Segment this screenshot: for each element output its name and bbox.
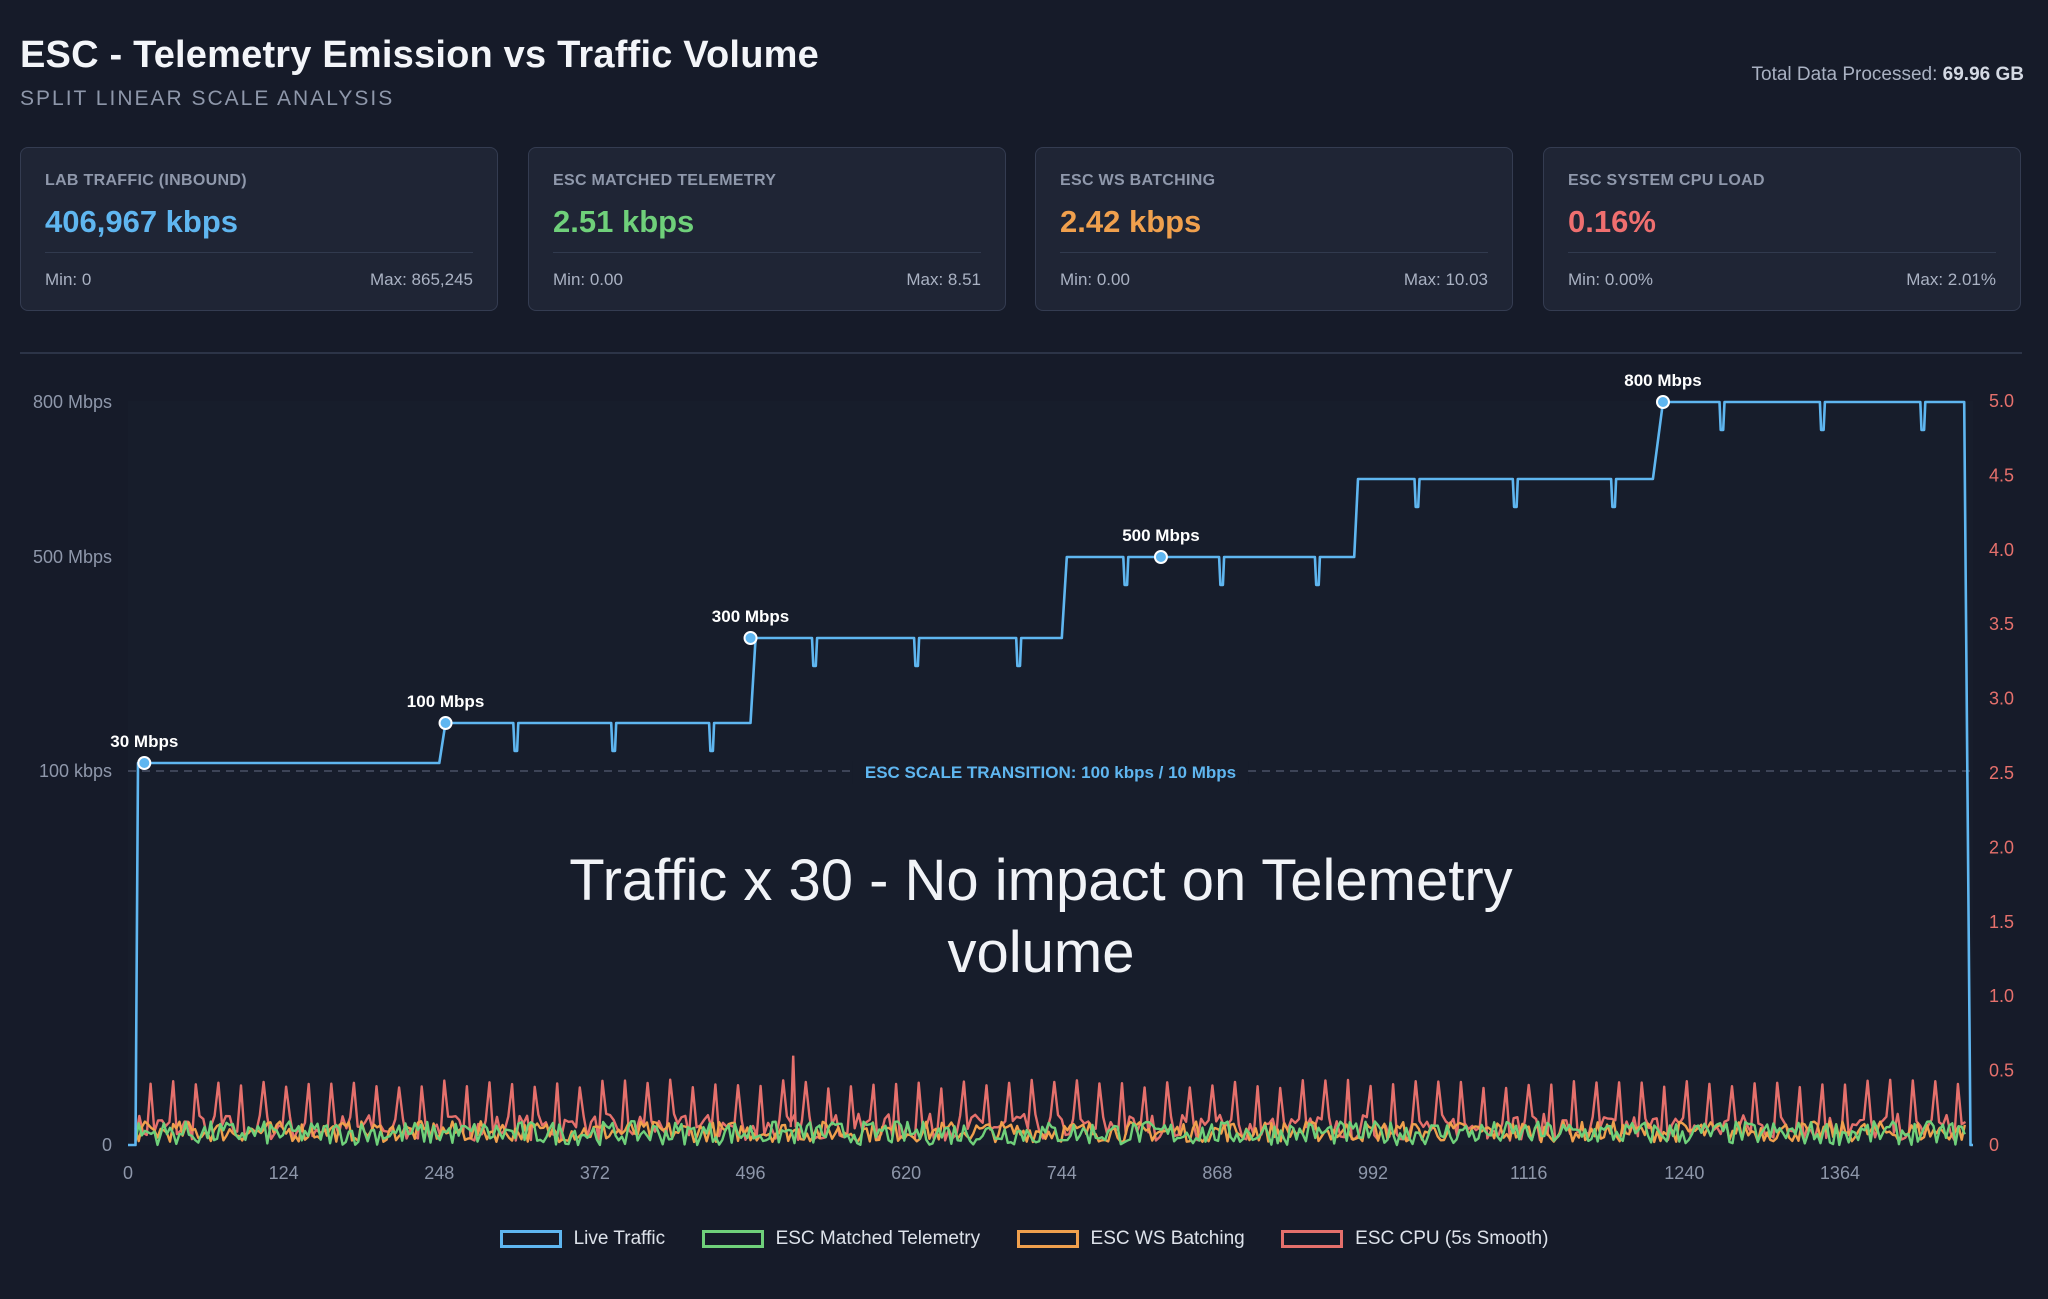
x-tick-label: 372	[580, 1163, 610, 1183]
card-value: 406,967 kbps	[45, 204, 239, 239]
page-subtitle: SPLIT LINEAR SCALE ANALYSIS	[20, 87, 395, 110]
annotation-label: 100 Mbps	[407, 692, 484, 711]
legend-label: ESC CPU (5s Smooth)	[1355, 1228, 1549, 1249]
legend-label: ESC Matched Telemetry	[775, 1228, 981, 1249]
card-value: 0.16%	[1568, 204, 1656, 239]
y-right-tick-label: 4.5	[1989, 465, 2014, 485]
x-tick-label: 0	[123, 1163, 133, 1183]
y-right-tick-label: 1.5	[1989, 912, 2014, 932]
x-tick-label: 1364	[1820, 1163, 1860, 1183]
annotation-marker	[1153, 550, 1168, 564]
y-right-tick-label: 3.5	[1989, 614, 2014, 634]
overlay-text-line: Traffic x 30 - No impact on Telemetry	[569, 848, 1512, 913]
series-esc-cpu-spike	[789, 1055, 797, 1128]
x-tick-label: 124	[269, 1163, 299, 1183]
annotation-label: 500 Mbps	[1122, 526, 1199, 545]
legend-item-esc-cpu[interactable]: ESC CPU (5s Smooth)	[1281, 1228, 1548, 1250]
y-right-tick-label: 0	[1989, 1135, 1999, 1155]
card-min: Min: 0.00	[553, 270, 623, 289]
card-esc-system-cpu: ESC SYSTEM CPU LOAD 0.16% Min: 0.00% Max…	[1543, 147, 2021, 311]
legend-label: ESC WS Batching	[1090, 1228, 1245, 1249]
x-tick-label: 1240	[1664, 1163, 1704, 1183]
annotation-marker	[1655, 395, 1670, 409]
card-divider	[45, 252, 473, 253]
legend-swatch	[499, 1230, 562, 1248]
legend-swatch	[1016, 1230, 1079, 1248]
card-divider	[1568, 252, 1996, 253]
card-max: Max: 8.51	[906, 270, 981, 289]
annotation-label: 800 Mbps	[1624, 371, 1701, 390]
y-right-tick-label: 2.0	[1989, 837, 2014, 857]
card-divider	[553, 252, 981, 253]
total-label: Total Data Processed:	[1751, 64, 1938, 85]
x-tick-label: 992	[1358, 1163, 1388, 1183]
total-data-processed: Total Data Processed: 69.96 GB	[1752, 64, 2024, 86]
legend-swatch	[1281, 1230, 1344, 1248]
y-right-tick-label: 5.0	[1989, 391, 2014, 411]
annotation-label: 300 Mbps	[712, 607, 789, 626]
series-esc-ws-batching	[134, 1120, 1966, 1144]
card-max: Max: 10.03	[1403, 270, 1488, 289]
y-left-tick-label: 500 Mbps	[33, 547, 112, 567]
card-lab-traffic: LAB TRAFFIC (INBOUND) 406,967 kbps Min: …	[20, 147, 498, 311]
y-right-tick-label: 2.5	[1989, 763, 2014, 783]
y-right-tick-label: 0.5	[1989, 1061, 2014, 1081]
card-min: Min: 0.00	[1060, 270, 1130, 289]
legend-label: Live Traffic	[573, 1228, 666, 1249]
header: ESC - Telemetry Emission vs Traffic Volu…	[20, 34, 2024, 124]
section-divider	[20, 352, 2022, 354]
series-live-traffic	[128, 400, 1973, 1147]
y-right-tick-label: 1.0	[1989, 986, 2014, 1006]
card-esc-ws-batching: ESC WS BATCHING 2.42 kbps Min: 0.00 Max:…	[1035, 147, 1513, 311]
scale-transition-label: ESC SCALE TRANSITION: 100 kbps / 10 Mbps	[865, 763, 1236, 782]
card-label: ESC SYSTEM CPU LOAD	[1568, 172, 1765, 189]
y-right-tick-label: 4.0	[1989, 540, 2014, 560]
card-label: ESC WS BATCHING	[1060, 172, 1216, 189]
y-left-tick-label: 0	[102, 1135, 112, 1155]
card-min: Min: 0.00%	[1568, 270, 1654, 289]
x-tick-label: 248	[424, 1163, 454, 1183]
x-tick-label: 868	[1202, 1163, 1232, 1183]
total-value: 69.96 GB	[1942, 64, 2024, 85]
legend-item-live-traffic[interactable]: Live Traffic	[499, 1228, 666, 1250]
overlay-text-line: volume	[948, 920, 1135, 985]
card-label: LAB TRAFFIC (INBOUND)	[45, 172, 247, 189]
stat-cards: LAB TRAFFIC (INBOUND) 406,967 kbps Min: …	[20, 147, 2022, 313]
scale-transition-label-bg	[852, 761, 1249, 784]
card-max: Max: 2.01%	[1906, 270, 1996, 289]
y-left-tick-label: 800 Mbps	[33, 392, 112, 412]
annotation-label: 30 Mbps	[110, 732, 178, 751]
legend-item-esc-ws-batching[interactable]: ESC WS Batching	[1016, 1228, 1245, 1250]
card-esc-matched-telemetry: ESC MATCHED TELEMETRY 2.51 kbps Min: 0.0…	[528, 147, 1006, 311]
annotation-marker	[743, 631, 758, 645]
card-value: 2.51 kbps	[553, 204, 695, 239]
legend-swatch	[701, 1230, 764, 1248]
chart-legend: Live Traffic ESC Matched Telemetry ESC W…	[0, 1228, 2048, 1258]
series-esc-matched-telemetry	[134, 1120, 1966, 1147]
card-min: Min: 0	[45, 270, 92, 289]
card-label: ESC MATCHED TELEMETRY	[553, 172, 777, 189]
traffic-telemetry-chart: ESC SCALE TRANSITION: 100 kbps / 10 Mbps…	[33, 371, 2014, 1183]
page-title: ESC - Telemetry Emission vs Traffic Volu…	[20, 34, 819, 76]
y-left-tick-label: 100 kbps	[39, 761, 112, 781]
x-tick-label: 744	[1047, 1163, 1077, 1183]
x-tick-label: 1116	[1510, 1163, 1547, 1183]
annotation-marker	[438, 716, 453, 730]
card-max: Max: 865,245	[369, 270, 473, 289]
card-divider	[1060, 252, 1488, 253]
x-tick-label: 496	[736, 1163, 766, 1183]
card-value: 2.42 kbps	[1060, 204, 1202, 239]
legend-item-esc-matched-telemetry[interactable]: ESC Matched Telemetry	[701, 1228, 981, 1250]
x-tick-label: 620	[891, 1163, 921, 1183]
annotation-marker	[137, 756, 152, 770]
y-right-tick-label: 3.0	[1989, 689, 2014, 709]
